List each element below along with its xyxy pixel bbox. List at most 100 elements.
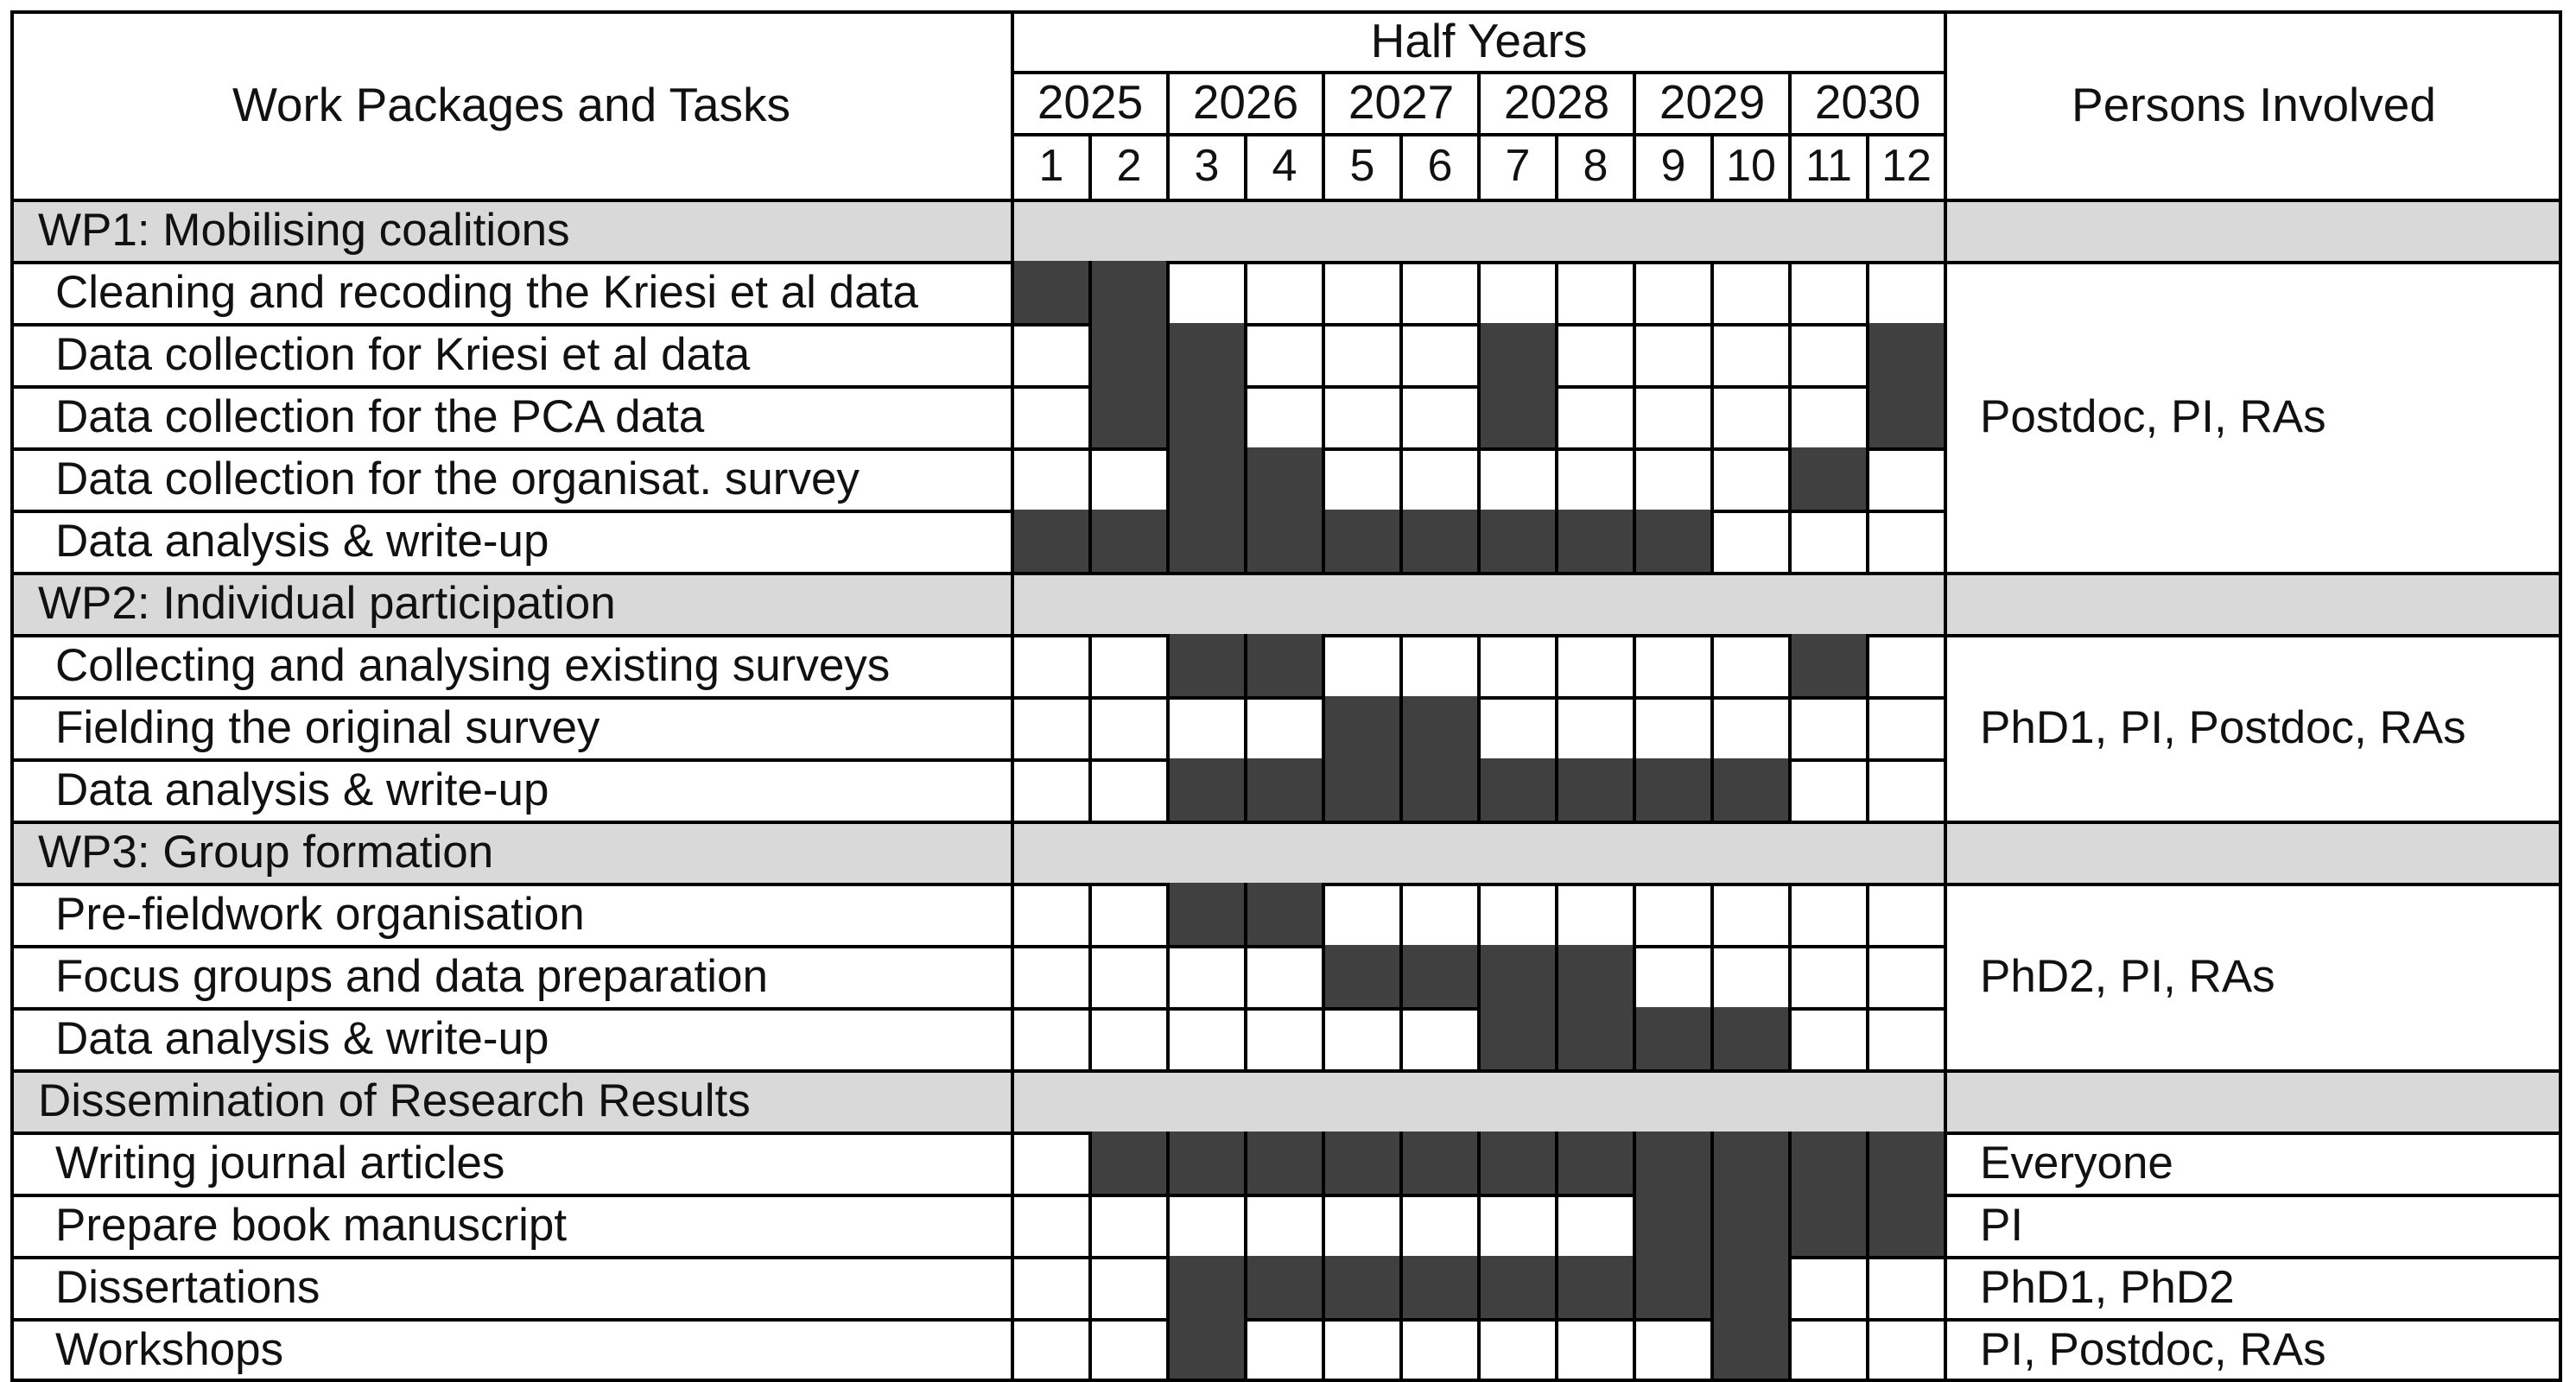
header-line-half-sep [1866, 133, 1869, 199]
gantt-empty-cell [1012, 1194, 1090, 1256]
gantt-bar-cell [1090, 385, 1168, 447]
gantt-empty-cell [1090, 447, 1168, 510]
gantt-bar-cell [1168, 1132, 1246, 1194]
persons-involved: PhD1, PI, Postdoc, RAs [1980, 701, 2466, 753]
gantt-bar-cell [1401, 696, 1479, 758]
gantt-empty-cell [1168, 696, 1246, 758]
gantt-bar-cell [1168, 634, 1246, 696]
gantt-empty-cell [1634, 261, 1712, 323]
gantt-bar-cell [1401, 945, 1479, 1007]
gantt-empty-cell [1868, 1318, 1945, 1380]
gantt-empty-cell [1634, 696, 1712, 758]
gantt-empty-cell [1790, 261, 1868, 323]
gantt-empty-cell [1712, 261, 1790, 323]
gantt-empty-cell [1168, 945, 1246, 1007]
period-column-separator [1788, 883, 1792, 1069]
gantt-empty-cell [1712, 696, 1790, 758]
gantt-empty-cell [1790, 1256, 1868, 1318]
gantt-bar-cell [1090, 1132, 1168, 1194]
gantt-bar-cell [1168, 323, 1246, 385]
period-column-separator [1088, 634, 1092, 821]
gantt-empty-cell [1790, 510, 1868, 572]
gantt-bar-cell [1168, 883, 1246, 945]
gantt-bar-cell [1634, 758, 1712, 821]
gantt-empty-cell [1557, 323, 1634, 385]
gantt-empty-cell [1790, 1318, 1868, 1380]
gantt-empty-cell [1323, 1194, 1401, 1256]
task-name: Writing journal articles [55, 1137, 505, 1189]
period-column-separator [1866, 634, 1869, 821]
period-column-separator [1710, 634, 1714, 821]
gantt-empty-cell [1634, 323, 1712, 385]
gantt-empty-cell [1401, 261, 1479, 323]
gantt-empty-cell [1479, 1194, 1557, 1256]
gantt-empty-cell [1401, 1318, 1479, 1380]
gantt-bar-cell [1246, 634, 1323, 696]
gantt-bar-cell [1246, 510, 1323, 572]
period-column-separator [1555, 634, 1558, 821]
gantt-bar-cell [1168, 1318, 1246, 1380]
period-column-separator [1166, 634, 1170, 821]
task-name: Data analysis & write-up [55, 1012, 549, 1064]
gantt-empty-cell [1401, 634, 1479, 696]
gantt-empty-cell [1634, 945, 1712, 1007]
gantt-empty-cell [1323, 634, 1401, 696]
gantt-bar-cell [1090, 510, 1168, 572]
header-line-half-sep [1399, 133, 1403, 199]
tasks-column-border [1011, 10, 1014, 1380]
period-column-separator [1399, 634, 1403, 821]
gantt-bar-cell [1401, 1256, 1479, 1318]
row-line [10, 1194, 2562, 1197]
gantt-bar-cell [1479, 385, 1557, 447]
period-column-separator [1244, 883, 1247, 1069]
half-year-number-8: 8 [1583, 141, 1608, 191]
gantt-bar-cell [1868, 1194, 1945, 1256]
period-column-separator [1866, 883, 1869, 1069]
period-column-separator [1477, 883, 1481, 1069]
gantt-empty-cell [1323, 883, 1401, 945]
gantt-empty-cell [1168, 1194, 1246, 1256]
gantt-bar-cell [1323, 758, 1401, 821]
gantt-bar-cell [1790, 447, 1868, 510]
half-year-number-3: 3 [1194, 141, 1220, 191]
gantt-empty-cell [1790, 385, 1868, 447]
gantt-bar-cell [1557, 1256, 1634, 1318]
gantt-empty-cell [1012, 945, 1090, 1007]
row-line [10, 510, 1945, 513]
section-header-row: WP1: Mobilising coalitions [10, 199, 2562, 261]
gantt-empty-cell [1090, 883, 1168, 945]
year-header-2030: 2030 [1814, 75, 1921, 129]
gantt-bar-cell [1401, 510, 1479, 572]
gantt-empty-cell [1012, 883, 1090, 945]
half-year-number-10: 10 [1726, 141, 1776, 191]
gantt-bar-cell [1323, 696, 1401, 758]
gantt-empty-cell [1868, 447, 1945, 510]
gantt-empty-cell [1868, 945, 1945, 1007]
year-header-2027: 2027 [1348, 75, 1455, 129]
gantt-bar-cell [1168, 510, 1246, 572]
year-header-2029: 2029 [1659, 75, 1766, 129]
gantt-bar-cell [1712, 1132, 1790, 1194]
gantt-empty-cell [1246, 1318, 1323, 1380]
task-name: Workshops [55, 1323, 284, 1375]
gantt-empty-cell [1090, 945, 1168, 1007]
gantt-empty-cell [1090, 1256, 1168, 1318]
section-header-row: WP3: Group formation [10, 821, 2562, 883]
persons-involved: PI [1980, 1199, 2024, 1251]
gantt-empty-cell [1868, 261, 1945, 323]
header-line-half-sep [1322, 133, 1325, 199]
gantt-bar-cell [1634, 1194, 1712, 1256]
gantt-empty-cell [1712, 883, 1790, 945]
period-column-separator [1555, 1132, 1558, 1380]
gantt-empty-cell [1712, 510, 1790, 572]
row-line [10, 323, 1945, 326]
period-column-separator [1399, 1132, 1403, 1380]
half-year-number-9: 9 [1660, 141, 1686, 191]
period-column-separator [1788, 634, 1792, 821]
gantt-bar-cell [1634, 1132, 1712, 1194]
period-column-separator [1088, 883, 1092, 1069]
gantt-empty-cell [1868, 1007, 1945, 1069]
year-header-2028: 2028 [1503, 75, 1610, 129]
header-line-half-sep [1088, 133, 1092, 199]
